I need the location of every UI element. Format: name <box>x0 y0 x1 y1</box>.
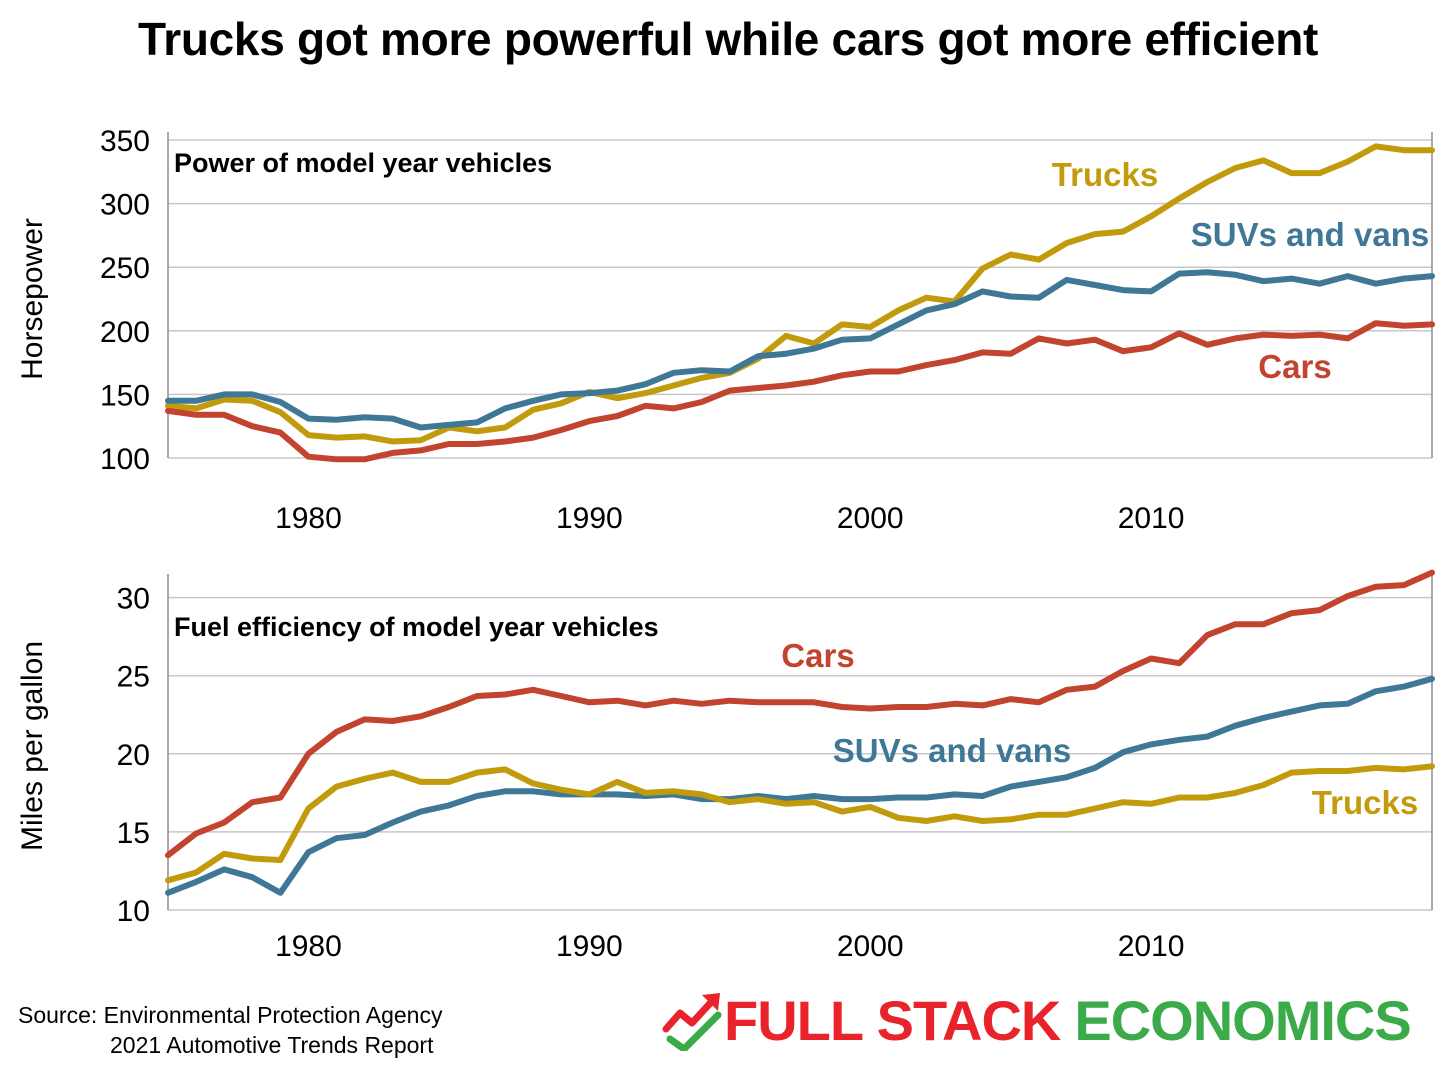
y-tick-label: 15 <box>117 817 150 850</box>
chart-title: Trucks got more powerful while cars got … <box>137 13 1319 65</box>
x-tick-label: 2010 <box>1118 502 1185 535</box>
source-line-1: Source: Environmental Protection Agency <box>18 1002 443 1028</box>
y-axis-label: Horsepower <box>16 218 49 380</box>
series-line-suvs-and-vans <box>165 675 1435 896</box>
series-label-cars: Cars <box>1258 348 1331 385</box>
series-line-cars <box>165 569 1435 859</box>
brand-logo: FULL STACK ECONOMICS <box>662 985 1412 1055</box>
x-tick-label: 1980 <box>275 930 342 963</box>
horsepower-chart: 100 150 200 250 300 350 1980 1990 2000 2010 Horsep… <box>16 125 1435 535</box>
y-axis-label: Miles per gallon <box>16 641 49 851</box>
logo-word-economics: ECONOMICS <box>1074 988 1411 1052</box>
chart-subtitle: Power of model year vehicles <box>174 148 552 178</box>
y-tick-label: 20 <box>117 739 150 772</box>
x-tick-label: 1980 <box>275 502 342 535</box>
y-tick-label: 300 <box>100 189 150 222</box>
series-line-trucks <box>165 763 1435 884</box>
source-line-2: 2021 Automotive Trends Report <box>110 1032 434 1058</box>
source-note: Source: Environmental Protection Agency … <box>18 1000 442 1060</box>
y-tick-label: 10 <box>117 895 150 928</box>
logo-word-full-stack: FULL STACK <box>724 988 1061 1052</box>
y-tick-label: 250 <box>100 252 150 285</box>
y-tick-label: 30 <box>117 583 150 616</box>
y-tick-label: 25 <box>117 661 150 694</box>
series-label-suvs-and-vans: SUVs and vans <box>1191 216 1429 253</box>
x-tick-label: 2010 <box>1118 930 1185 963</box>
y-tick-label: 150 <box>100 379 150 412</box>
series-label-trucks: Trucks <box>1052 156 1158 193</box>
series-label-suvs-and-vans: SUVs and vans <box>833 732 1071 769</box>
x-tick-label: 1990 <box>556 930 623 963</box>
y-tick-label: 100 <box>100 443 150 476</box>
x-tick-label: 2000 <box>837 502 904 535</box>
mpg-chart: 10 15 20 25 30 1980 1990 2000 2010 Miles per gall… <box>16 569 1435 963</box>
series-line-cars <box>165 320 1435 463</box>
series-label-trucks: Trucks <box>1312 784 1418 821</box>
series-line-trucks <box>165 143 1435 445</box>
series-label-cars: Cars <box>781 637 854 674</box>
series-line-suvs-and-vans <box>165 269 1435 431</box>
chart-subtitle: Fuel efficiency of model year vehicles <box>174 612 659 642</box>
y-tick-label: 350 <box>100 125 150 158</box>
y-tick-label: 200 <box>100 316 150 349</box>
x-tick-label: 2000 <box>837 930 904 963</box>
x-tick-label: 1990 <box>556 502 623 535</box>
trend-check-icon <box>662 993 722 1051</box>
